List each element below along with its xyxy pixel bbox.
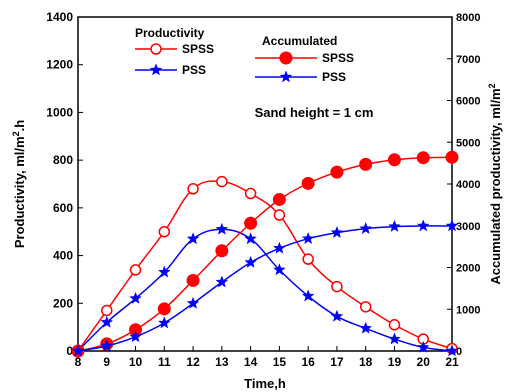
- legend-label-productivity-pss: PSS: [182, 63, 206, 77]
- data-point-accumulated-pss: [416, 219, 430, 232]
- x-tick-label: 9: [103, 355, 110, 369]
- data-point-accumulated-pss: [157, 316, 171, 329]
- y-tick-label: 600: [53, 201, 73, 215]
- x-tick-label: 12: [186, 355, 200, 369]
- series-layer: [71, 150, 459, 358]
- data-point-productivity-pss: [272, 263, 286, 276]
- y2-tick-label: 7000: [456, 54, 480, 66]
- data-point-accumulated-spss: [272, 192, 286, 206]
- x-tick-label: 17: [330, 355, 344, 369]
- y2-tick-label: 5000: [456, 137, 480, 149]
- data-point-accumulated-spss: [330, 165, 344, 179]
- data-point-accumulated-pss: [186, 296, 200, 309]
- y2-tick-label: 8000: [456, 12, 480, 24]
- data-point-accumulated-pss: [272, 241, 286, 254]
- data-point-accumulated-spss: [301, 176, 315, 190]
- data-point-productivity-pss: [301, 289, 315, 302]
- legend-title-accumulated: Accumulated: [262, 34, 337, 48]
- data-point-productivity-pss: [244, 232, 257, 245]
- data-point-productivity-spss: [244, 187, 257, 200]
- y-tick-label: 0: [66, 344, 73, 358]
- data-point-accumulated-pss: [215, 275, 229, 288]
- data-point-accumulated-pss: [445, 219, 459, 232]
- data-point-productivity-pss: [359, 321, 373, 334]
- x-tick-label: 20: [417, 355, 431, 369]
- data-point-accumulated-spss: [387, 153, 401, 167]
- data-point-productivity-pss: [416, 340, 430, 353]
- y-tick-label: 800: [53, 153, 73, 167]
- data-point-productivity-spss: [187, 183, 199, 195]
- axes-ticks: 8 9 10 11 12 13 14 15 16 17 18 19 20 2102004006008001…: [46, 10, 480, 369]
- x-axis-label: Time,h: [244, 376, 286, 391]
- y2-tick-label: 6000: [456, 96, 480, 108]
- data-point-productivity-pss: [330, 309, 344, 322]
- x-tick-label: 13: [215, 355, 229, 369]
- legend: Productivity Accumulated SPSS PSS SPSS PSS: [135, 26, 354, 84]
- x-tick-label: 18: [359, 355, 373, 369]
- y-axis-label: Productivity, ml/m2.h: [11, 120, 27, 248]
- x-tick-label: 14: [244, 355, 258, 369]
- y2-tick-label: 0: [456, 346, 462, 358]
- legend-label-productivity-spss: SPSS: [182, 42, 214, 56]
- data-point-accumulated-spss: [215, 244, 229, 258]
- data-point-productivity-spss: [388, 319, 401, 331]
- y-tick-label: 1000: [46, 105, 73, 119]
- data-point-accumulated-pss: [330, 225, 344, 239]
- legend-label-accumulated-pss: PSS: [322, 70, 346, 84]
- data-point-accumulated-pss: [301, 231, 315, 245]
- x-tick-label: 19: [388, 355, 402, 369]
- legend-title-productivity: Productivity: [135, 26, 205, 40]
- data-point-productivity-pss: [186, 232, 200, 245]
- legend-marker-productivity-pss: [149, 63, 163, 76]
- data-point-productivity-pss: [129, 291, 142, 304]
- data-point-productivity-spss: [129, 264, 142, 276]
- data-point-productivity-spss: [302, 253, 314, 265]
- x-tick-label: 15: [273, 355, 287, 369]
- y2-tick-label: 4000: [456, 179, 480, 191]
- data-point-accumulated-pss: [100, 339, 114, 352]
- y-tick-label: 1400: [46, 10, 73, 24]
- data-point-productivity-pss: [388, 332, 401, 345]
- legend-marker-productivity-spss: [150, 43, 162, 55]
- data-point-productivity-pss: [445, 344, 459, 357]
- x-tick-label: 16: [301, 355, 315, 369]
- y2-axis-label: Accumulated productivity, ml/m2: [487, 83, 503, 284]
- y2-tick-label: 2000: [456, 263, 480, 275]
- x-tick-label: 21: [445, 355, 459, 369]
- data-point-productivity-spss: [331, 280, 343, 293]
- x-tick-label: 10: [129, 355, 143, 369]
- data-point-accumulated-pss: [244, 255, 257, 268]
- data-point-accumulated-spss: [416, 151, 430, 165]
- data-point-accumulated-pss: [129, 330, 142, 343]
- data-point-productivity-pss: [157, 265, 171, 278]
- data-point-productivity-pss: [215, 222, 229, 235]
- y2-tick-label: 1000: [456, 304, 480, 316]
- x-tick-label: 8: [75, 355, 82, 369]
- data-point-productivity-pss: [100, 315, 114, 328]
- legend-label-accumulated-spss: SPSS: [322, 51, 354, 65]
- legend-marker-accumulated-pss: [279, 70, 293, 83]
- data-point-productivity-spss: [101, 304, 113, 317]
- data-point-productivity-spss: [359, 301, 372, 313]
- data-point-accumulated-pss: [71, 344, 85, 357]
- data-point-accumulated-spss: [157, 302, 171, 316]
- data-point-accumulated-pss: [388, 219, 401, 233]
- y-tick-label: 400: [53, 249, 73, 263]
- annotation-sand-height: Sand height = 1 cm: [255, 105, 374, 120]
- y-tick-label: 200: [53, 296, 73, 310]
- legend-marker-accumulated-spss: [279, 51, 293, 65]
- data-point-productivity-spss: [273, 209, 286, 221]
- data-point-accumulated-spss: [186, 273, 200, 287]
- data-point-accumulated-pss: [359, 221, 373, 235]
- data-point-accumulated-spss: [445, 150, 459, 164]
- data-point-accumulated-spss: [359, 157, 373, 171]
- data-point-productivity-spss: [158, 225, 171, 238]
- y2-tick-label: 3000: [456, 221, 480, 233]
- data-point-accumulated-spss: [244, 216, 258, 230]
- data-point-productivity-spss: [216, 175, 228, 188]
- y-tick-label: 1200: [46, 58, 73, 72]
- x-tick-label: 11: [158, 355, 171, 369]
